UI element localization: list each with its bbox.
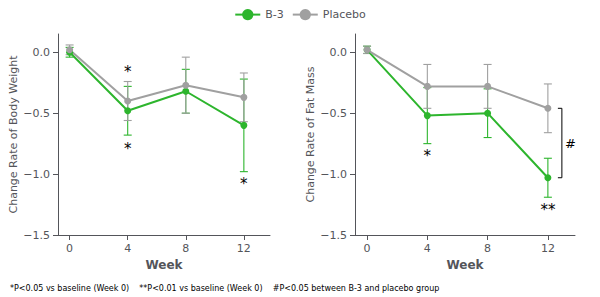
- svg-text:8: 8: [484, 242, 491, 255]
- svg-text:Week: Week: [145, 258, 183, 272]
- svg-text:0.0: 0.0: [330, 46, 348, 59]
- svg-text:0.0: 0.0: [33, 46, 51, 59]
- svg-text:8: 8: [182, 242, 189, 255]
- svg-text:12: 12: [541, 242, 555, 255]
- svg-text:12: 12: [237, 242, 251, 255]
- svg-text:*: *: [240, 175, 248, 193]
- svg-text:0: 0: [364, 242, 371, 255]
- svg-text:−1.5: −1.5: [320, 229, 347, 242]
- svg-text:#: #: [565, 136, 576, 151]
- svg-text:4: 4: [424, 242, 431, 255]
- svg-text:B-3: B-3: [265, 8, 284, 21]
- svg-text:−0.5: −0.5: [320, 107, 347, 120]
- svg-text:0: 0: [66, 242, 73, 255]
- svg-text:*P<0.05 vs baseline (Week 0): *P<0.05 vs baseline (Week 0) **P<0.01 vs…: [10, 284, 439, 293]
- svg-text:−0.5: −0.5: [23, 107, 50, 120]
- svg-text:Change Rate of Fat Mass: Change Rate of Fat Mass: [304, 66, 317, 202]
- svg-text:Week: Week: [446, 258, 484, 272]
- svg-text:*: *: [124, 63, 132, 81]
- svg-text:−1.0: −1.0: [23, 168, 50, 181]
- svg-text:Change Rate of Body Weight: Change Rate of Body Weight: [7, 55, 20, 214]
- svg-text:4: 4: [124, 242, 131, 255]
- svg-text:**: **: [540, 201, 556, 219]
- svg-text:−1.5: −1.5: [23, 229, 50, 242]
- svg-text:−1.0: −1.0: [320, 168, 347, 181]
- svg-text:*: *: [424, 147, 432, 165]
- svg-text:*: *: [124, 140, 132, 158]
- svg-text:Placebo: Placebo: [323, 8, 366, 21]
